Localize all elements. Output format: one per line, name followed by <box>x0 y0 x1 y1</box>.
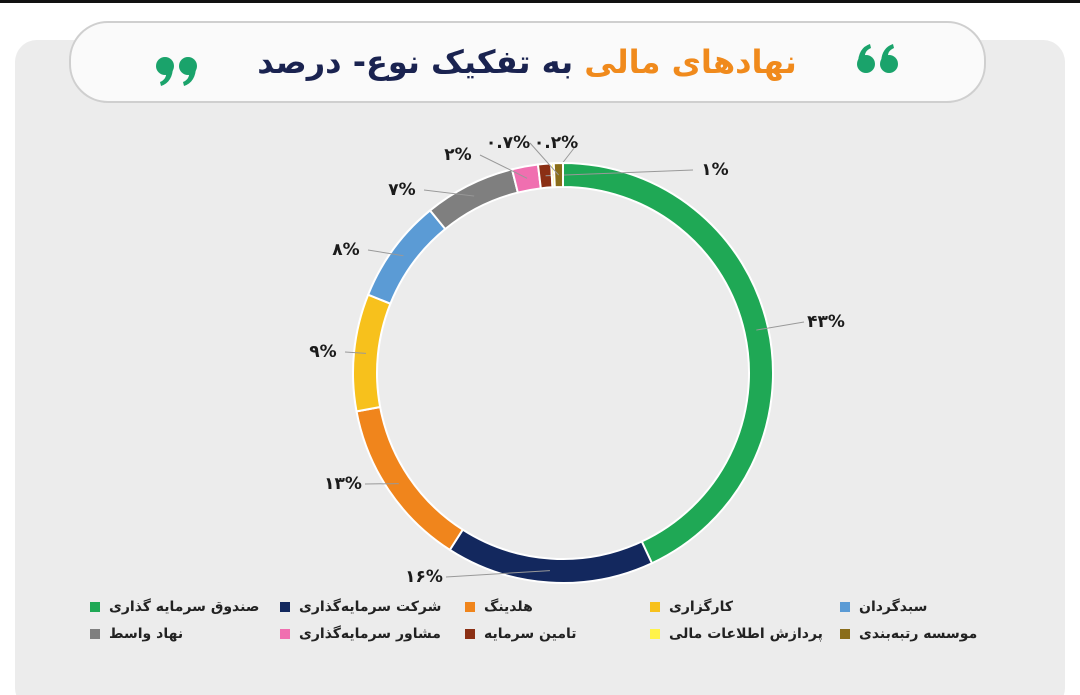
value-label: ۸% <box>332 240 359 260</box>
leader-line <box>545 169 694 177</box>
legend-label: صندوق سرمایه گذاری <box>109 598 259 615</box>
legend-label: موسسه رتبه‌بندی <box>859 626 977 642</box>
leader-line <box>529 142 560 176</box>
donut-segment <box>510 163 542 194</box>
panel <box>15 40 1065 695</box>
title-rest: به تفکیک نوع- درصد <box>257 43 573 81</box>
legend-swatch <box>650 629 660 639</box>
legend-swatch <box>280 602 290 612</box>
legend-label: کارگزاری <box>669 598 734 615</box>
legend-swatch <box>90 629 100 639</box>
legend-label: هلدینگ <box>484 598 533 615</box>
value-label: ۱۶% <box>405 567 443 587</box>
value-label: ۴۳% <box>807 312 845 332</box>
legend-swatch <box>465 602 475 612</box>
legend-swatch <box>650 602 660 612</box>
value-label: ۷% <box>388 180 415 200</box>
legend-swatch <box>465 629 475 639</box>
leader-line <box>445 570 550 578</box>
legend-label: نهاد واسط <box>109 626 183 642</box>
leader-line <box>479 154 528 179</box>
legend-label: سبدگردان <box>859 598 927 615</box>
legend-label: شرکت سرمایه‌گذاری <box>299 598 441 615</box>
quote-right <box>857 44 898 73</box>
legend-swatch <box>840 602 850 612</box>
chart-title: نهادهای مالی به تفکیک نوع- درصد <box>257 43 796 81</box>
value-label: ۹% <box>309 342 336 362</box>
value-label: ۰.۲% <box>534 133 578 153</box>
legend-swatch <box>90 602 100 612</box>
leader-line <box>423 189 475 197</box>
title-highlight: نهادهای مالی <box>584 43 796 81</box>
legend-swatch <box>280 629 290 639</box>
leader-line <box>344 351 367 354</box>
value-label: ۱% <box>701 160 728 180</box>
quote-left <box>156 57 197 86</box>
value-label: ۰.۷% <box>486 133 530 153</box>
legend-swatch <box>840 629 850 639</box>
legend-label: تامین سرمایه <box>484 626 577 642</box>
legend-label: پردازش اطلاعات مالی <box>669 626 823 642</box>
title-pill <box>69 21 986 103</box>
legend-label: مشاور سرمایه‌گذاری <box>299 625 441 642</box>
value-label: ۲% <box>444 145 471 165</box>
top-bar <box>0 0 1080 3</box>
leader-line <box>367 249 404 257</box>
value-label: ۱۳% <box>324 474 362 494</box>
leader-line <box>756 321 805 331</box>
